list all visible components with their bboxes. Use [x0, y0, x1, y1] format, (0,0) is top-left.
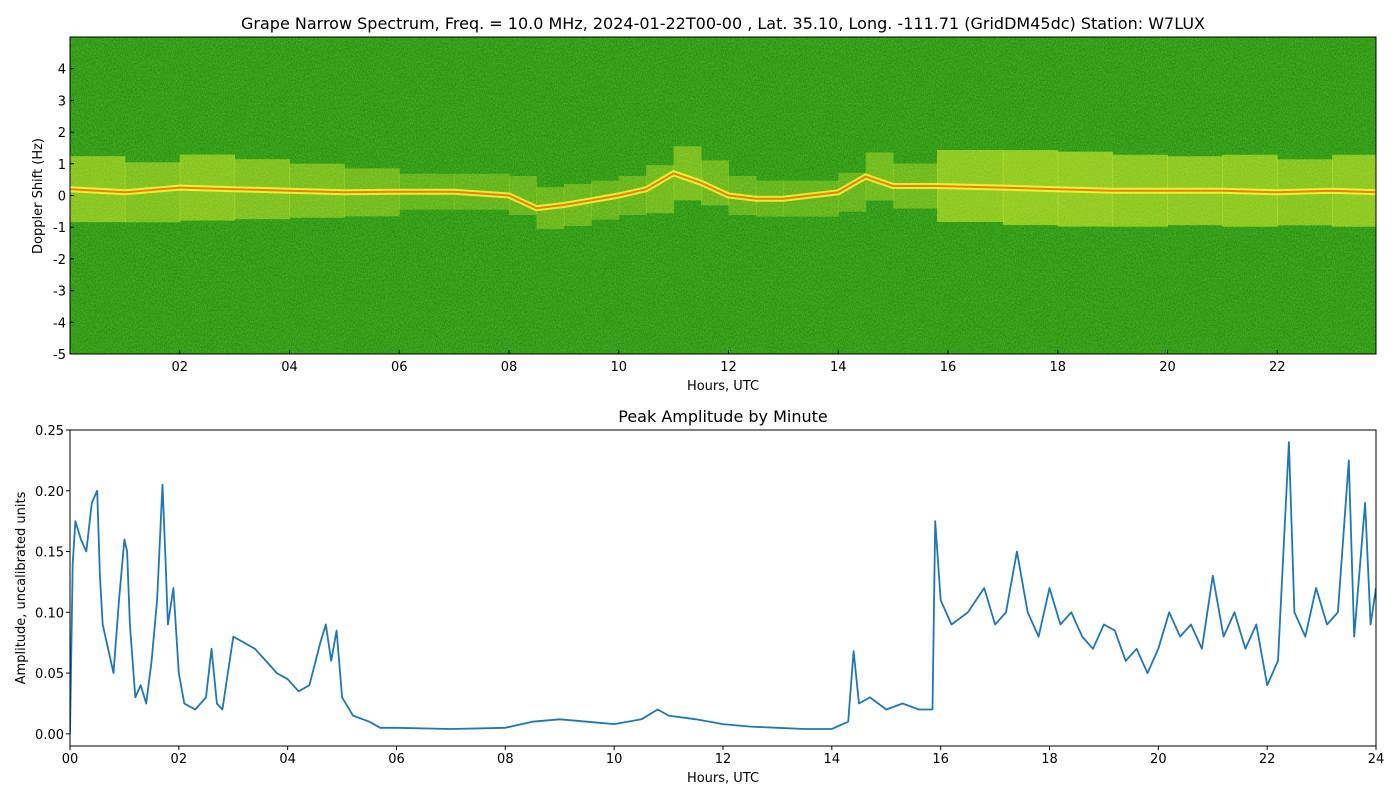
spectrum-y-tick-label: -4 [53, 316, 66, 331]
amplitude-x-tick-label: 12 [715, 752, 732, 767]
spectrum-y-tick-label: 2 [58, 126, 66, 141]
spectrum-peak-trace [70, 172, 1376, 210]
amplitude-x-tick-label: 24 [1368, 752, 1385, 767]
spectrum-x-tick-label: 22 [1269, 360, 1286, 375]
spectrum-xlabel: Hours, UTC [687, 379, 759, 394]
amplitude-x-tick-label: 04 [279, 752, 296, 767]
amplitude-x-tick-label: 06 [388, 752, 405, 767]
spectrum-y-tick-label: -3 [53, 285, 66, 300]
amplitude-y-tick-label: 0.20 [35, 485, 64, 500]
spectrum-title: Grape Narrow Spectrum, Freq. = 10.0 MHz,… [241, 14, 1205, 33]
spectrum-x-tick-label: 14 [830, 360, 847, 375]
amplitude-y-tick-label: 0.25 [35, 424, 64, 439]
spectrum-y-tick-label: 4 [58, 63, 66, 78]
amplitude-x-tick-label: 18 [1041, 752, 1058, 767]
spectrum-y-tick-label: -2 [53, 253, 66, 268]
amplitude-x-tick-label: 08 [497, 752, 514, 767]
spectrum-y-tick-label: 3 [58, 94, 66, 109]
amplitude-y-tick-label: 0.10 [35, 606, 64, 621]
amplitude-x-tick-label: 16 [932, 752, 949, 767]
amplitude-ticks: 00 02 04 06 08 10 12 14 16 18 20 22 24 0.00 0.05 0.10 0.… [35, 424, 1384, 767]
spectrum-x-tick-label: 12 [720, 360, 737, 375]
spectrum-x-tick-label: 18 [1049, 360, 1066, 375]
amplitude-x-tick-label: 20 [1150, 752, 1167, 767]
amplitude-y-tick-label: 0.00 [35, 728, 64, 743]
amplitude-x-tick-label: 22 [1259, 752, 1276, 767]
amplitude-ylabel: Amplitude, uncalibrated units [14, 491, 29, 684]
spectrum-y-tick-label: 0 [58, 190, 66, 205]
spectrum-x-tick-label: 16 [940, 360, 957, 375]
amplitude-plot [70, 441, 1376, 734]
amplitude-axes-frame [69, 429, 1377, 747]
amplitude-x-tick-label: 00 [62, 752, 79, 767]
amplitude-x-tick-label: 14 [824, 752, 841, 767]
amplitude-series-line [70, 441, 1376, 734]
spectrogram-plot [70, 37, 1376, 354]
spectrum-y-tick-label: -5 [53, 348, 66, 363]
spectrum-y-tick-label: 1 [58, 158, 66, 173]
spectrum-ylabel: Doppler Shift (Hz) [31, 138, 46, 254]
spectrum-x-tick-label: 04 [281, 360, 298, 375]
amplitude-y-tick-label: 0.05 [35, 667, 64, 682]
spectrum-x-tick-label: 20 [1159, 360, 1176, 375]
spectrum-x-tick-label: 02 [171, 360, 188, 375]
amplitude-x-tick-label: 02 [171, 752, 188, 767]
spectrum-x-tick-label: 10 [610, 360, 627, 375]
amplitude-x-tick-label: 10 [606, 752, 623, 767]
amplitude-y-tick-label: 0.15 [35, 546, 64, 561]
amplitude-title: Peak Amplitude by Minute [618, 407, 828, 426]
spectrum-x-tick-label: 06 [391, 360, 408, 375]
spectrum-x-tick-label: 08 [501, 360, 518, 375]
amplitude-xlabel: Hours, UTC [687, 771, 759, 786]
spectrum-y-tick-label: -1 [53, 221, 66, 236]
